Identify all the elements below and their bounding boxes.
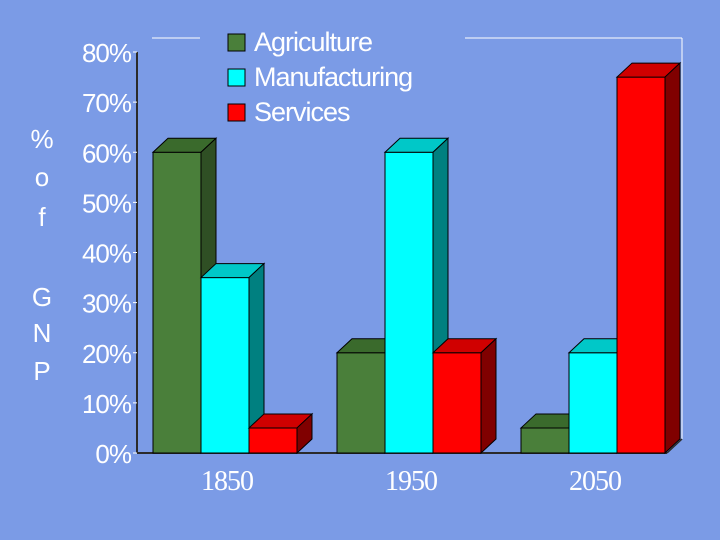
y-tick-label: 40% xyxy=(82,239,132,269)
bar-front xyxy=(336,352,386,454)
y-axis-label-letter: N xyxy=(32,318,52,348)
y-axis-label-letter: f xyxy=(38,202,46,232)
bar-front xyxy=(248,427,298,454)
y-tick-label: 30% xyxy=(82,289,132,319)
bar-side xyxy=(664,61,681,455)
y-axis-label-letter: o xyxy=(34,162,50,192)
bar-front xyxy=(520,427,570,454)
x-tick-label: 1950 xyxy=(385,466,437,497)
legend-swatch xyxy=(227,103,246,122)
floor-depth-edge xyxy=(666,438,683,454)
y-tick-label: 70% xyxy=(82,88,132,118)
legend-swatch xyxy=(227,33,246,52)
y-tick-label: 0% xyxy=(95,439,131,469)
legend-label: Services xyxy=(254,97,350,127)
bar-front xyxy=(432,352,482,454)
y-tick-label: 20% xyxy=(82,339,132,369)
bar-front xyxy=(568,352,618,454)
legend-label: Manufacturing xyxy=(254,62,412,92)
y-tick-label: 50% xyxy=(82,188,132,218)
y-tick-label: 80% xyxy=(82,38,132,68)
bar-front xyxy=(384,151,434,454)
x-tick-label: 1850 xyxy=(201,466,253,497)
bar-side xyxy=(296,412,313,455)
y-tick-label: 60% xyxy=(82,138,132,168)
legend-swatch xyxy=(227,68,246,87)
bar-front xyxy=(200,277,250,454)
legend-label: Agriculture xyxy=(254,27,372,57)
y-axis-label-letter: P xyxy=(33,356,51,386)
bar-side xyxy=(480,337,497,455)
y-tick-label: 10% xyxy=(82,389,132,419)
bar-front xyxy=(152,151,202,454)
y-axis-label-letter: G xyxy=(31,282,53,312)
bar-front xyxy=(616,76,666,454)
x-tick-label: 2050 xyxy=(569,466,621,497)
y-axis-label-letter: % xyxy=(30,124,54,154)
